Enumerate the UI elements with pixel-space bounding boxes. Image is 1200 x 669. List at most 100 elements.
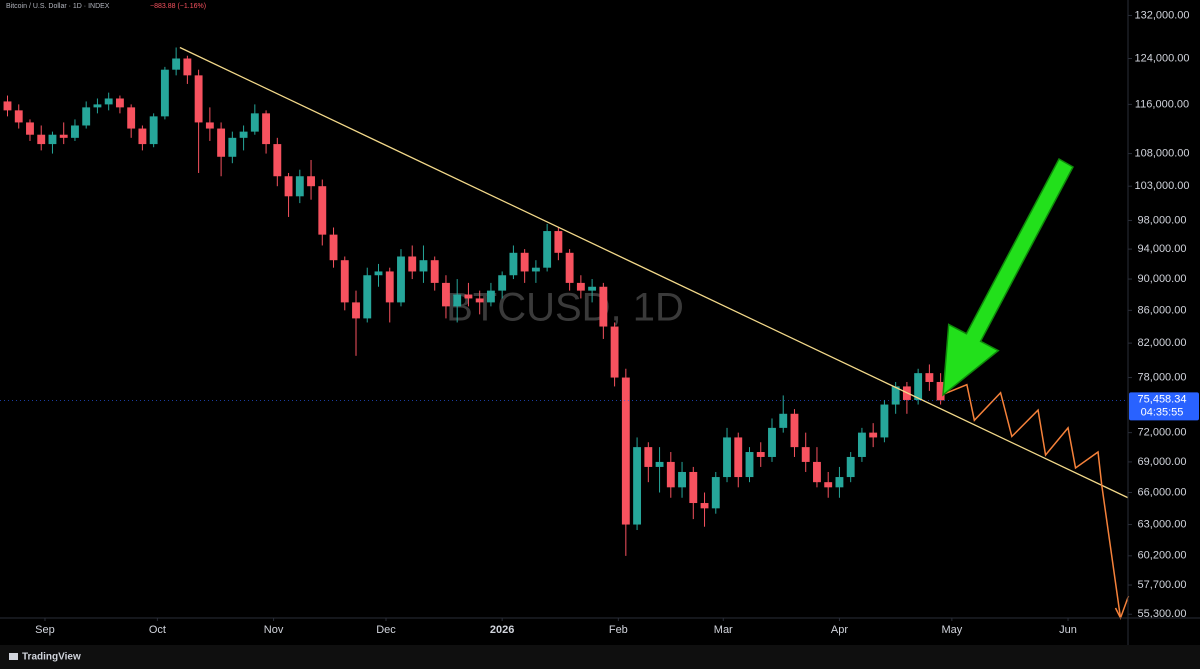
- candle-body: [93, 104, 102, 108]
- x-tick-label: Jun: [1059, 624, 1077, 636]
- candle-body: [352, 302, 360, 319]
- candle-body: [160, 69, 169, 117]
- candle-body: [228, 137, 237, 157]
- y-tick-label: 69,000.00: [1138, 456, 1187, 468]
- footer: [0, 645, 1200, 669]
- candle-body: [824, 482, 833, 488]
- y-tick-label: 108,000.00: [1134, 147, 1189, 159]
- brand: TradingView: [22, 652, 81, 663]
- candle-body: [273, 144, 282, 177]
- candle-body: [430, 260, 439, 283]
- candle-body: [419, 260, 428, 272]
- price-change: −883.88 (−1.16%): [150, 3, 206, 10]
- green-arrow: [942, 157, 1075, 397]
- plot: [0, 46, 1130, 620]
- candle-body: [610, 326, 619, 378]
- candle-body: [183, 58, 192, 76]
- candle-body: [835, 477, 844, 488]
- candle-body: [408, 256, 417, 272]
- x-tick-label: May: [941, 624, 962, 636]
- candle-body: [813, 461, 821, 483]
- trendline: [179, 46, 1129, 499]
- candle-body: [756, 452, 765, 457]
- candle-body: [239, 131, 248, 138]
- candle-body: [857, 432, 866, 457]
- watermark: BTCUSD, 1D: [446, 286, 684, 330]
- candle-body: [59, 134, 68, 138]
- candle-body: [340, 260, 349, 303]
- candle-body: [880, 404, 889, 438]
- candle-body: [329, 234, 338, 261]
- candle-body: [486, 290, 495, 303]
- x-tick-label: Sep: [35, 624, 55, 636]
- candle-body: [82, 107, 91, 126]
- y-tick-label: 66,000.00: [1138, 486, 1187, 498]
- candle-body: [520, 252, 529, 272]
- candle-body: [3, 101, 12, 111]
- candle-body: [14, 110, 23, 123]
- candle-body: [250, 113, 259, 132]
- candle-body: [127, 107, 136, 129]
- logo[interactable]: TradingView: [9, 652, 81, 663]
- candle-body: [48, 134, 57, 145]
- y-tick-label: 116,000.00: [1135, 98, 1189, 110]
- candle-body: [554, 231, 563, 253]
- candle-body: [565, 252, 574, 283]
- candle-body: [621, 377, 630, 525]
- candle-body: [453, 294, 462, 307]
- candle-body: [172, 58, 181, 70]
- logo-mark: [9, 653, 18, 660]
- y-tick-label: 86,000.00: [1138, 304, 1187, 316]
- candle-body: [678, 471, 686, 488]
- y-tick-label: 55,300.00: [1138, 608, 1187, 620]
- candle-body: [745, 452, 754, 478]
- y-tick-label: 82,000.00: [1138, 337, 1187, 349]
- candle-body: [149, 116, 158, 145]
- x-tick-label: Dec: [376, 624, 396, 636]
- candle-body: [397, 256, 405, 303]
- candle-body: [194, 75, 203, 123]
- candle-body: [295, 176, 304, 197]
- candle-body: [700, 503, 709, 509]
- candle-body: [644, 447, 653, 467]
- y-tick-label: 94,000.00: [1138, 243, 1187, 255]
- x-tick-label: Nov: [264, 624, 284, 636]
- x-tick-label: Apr: [831, 624, 848, 636]
- candle-body: [442, 282, 450, 307]
- y-tick-label: 78,000.00: [1138, 371, 1187, 383]
- x-tick-label: Feb: [609, 624, 628, 636]
- countdown: 04:35:55: [1141, 406, 1184, 418]
- y-tick-label: 124,000.00: [1134, 52, 1189, 64]
- candle-body: [307, 176, 315, 187]
- candle-body: [801, 447, 810, 462]
- y-tick-label: 132,000.00: [1134, 9, 1189, 21]
- candle-body: [284, 176, 293, 197]
- candle-body: [655, 461, 664, 467]
- candle-body: [475, 298, 484, 303]
- x-tick-label: 2026: [490, 624, 514, 636]
- candle-body: [262, 113, 271, 145]
- candle-body: [599, 286, 608, 327]
- candle-body: [891, 386, 900, 405]
- candle-body: [374, 271, 383, 276]
- symbol-title: Bitcoin / U.S. Dollar · 1D · INDEX: [6, 3, 110, 10]
- y-tick-label: 90,000.00: [1138, 273, 1187, 285]
- candle-body: [734, 437, 743, 478]
- y-tick-label: 98,000.00: [1138, 214, 1187, 226]
- candle-body: [138, 128, 147, 145]
- candle-body: [531, 267, 540, 272]
- x-tick-label: Oct: [149, 624, 166, 636]
- candle-body: [71, 125, 79, 138]
- candle-body: [37, 134, 46, 145]
- candle-body: [723, 437, 731, 478]
- candle-body: [633, 447, 642, 525]
- x-tick-label: Mar: [714, 624, 733, 636]
- candle-body: [543, 231, 552, 268]
- candle-body: [869, 432, 878, 438]
- candle-body: [464, 294, 473, 299]
- candle-body: [711, 477, 720, 509]
- candle-body: [790, 413, 799, 448]
- candle-body: [26, 122, 34, 135]
